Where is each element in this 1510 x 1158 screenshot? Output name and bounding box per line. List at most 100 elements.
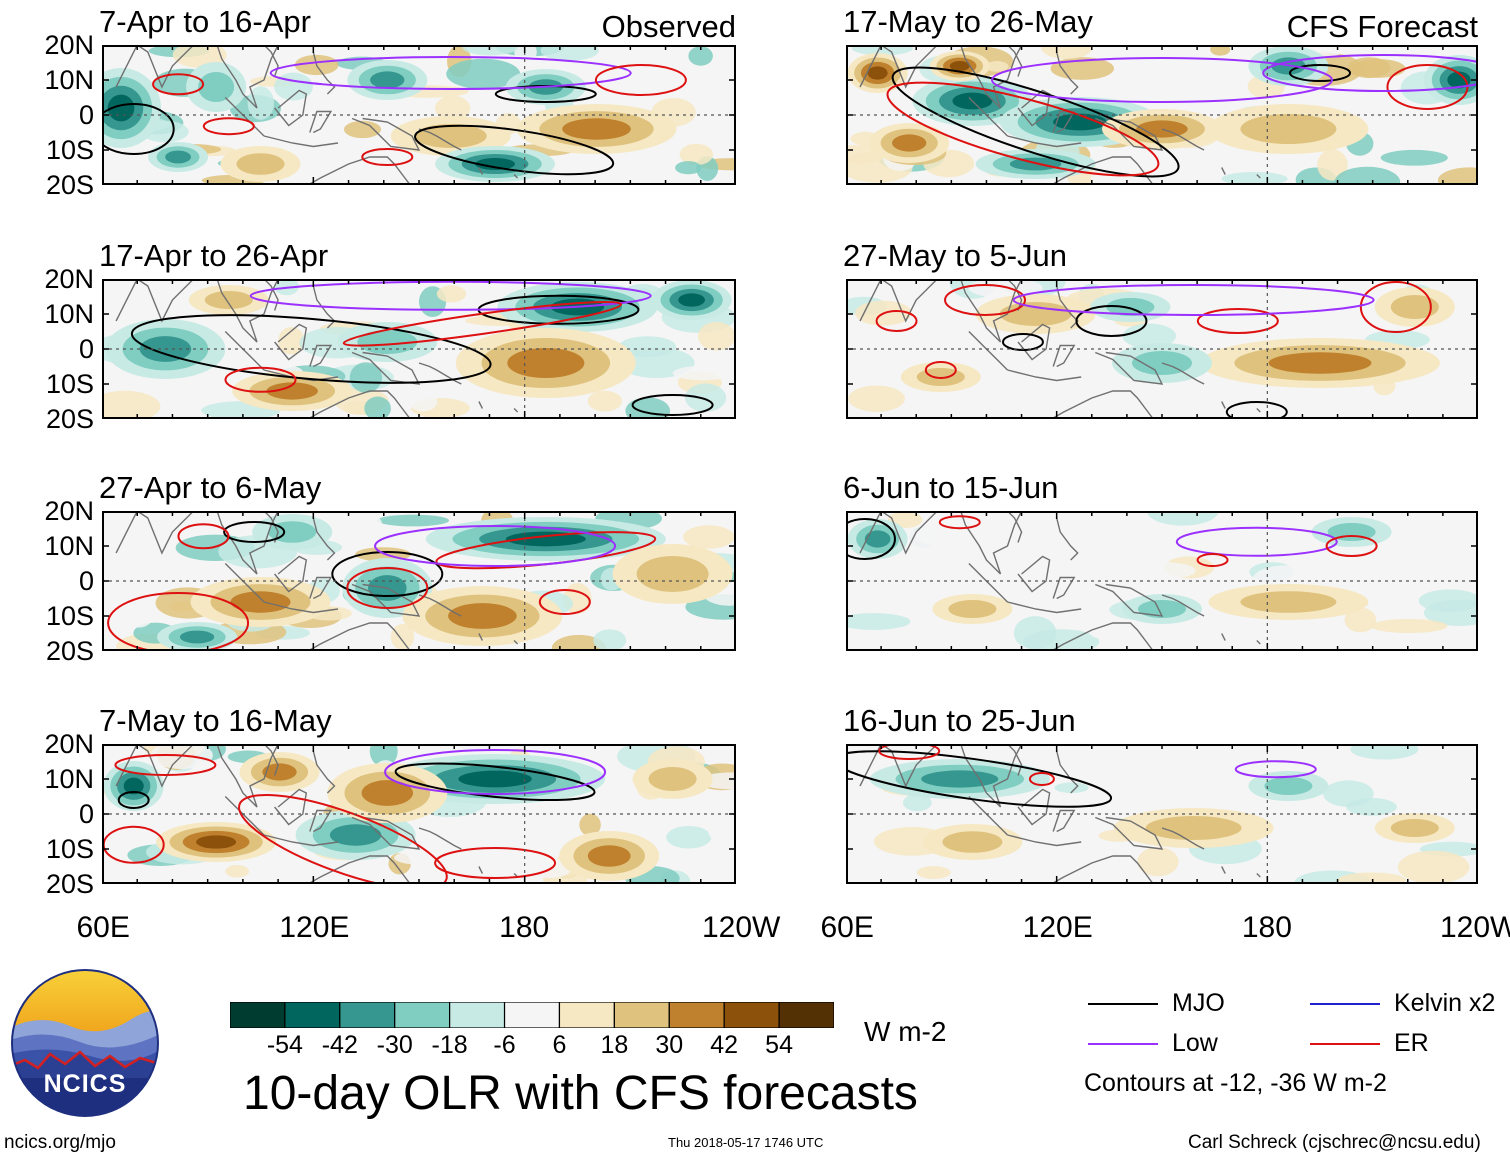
coastline (968, 563, 1008, 603)
anomaly-patch (436, 285, 467, 303)
coastline (351, 117, 421, 151)
anomaly-patch (343, 120, 382, 139)
map-panel (102, 511, 736, 651)
coastline (1056, 51, 1079, 95)
forecast-label: CFS Forecast (1286, 9, 1478, 44)
anomaly-patch (685, 383, 727, 412)
er-contour (875, 310, 918, 332)
coastline (312, 285, 336, 329)
coastline (478, 866, 484, 874)
anomaly-patch (551, 634, 607, 651)
anomaly-blob (587, 845, 631, 867)
colorbar-swatch (229, 1001, 286, 1029)
anomaly-patch (901, 527, 959, 559)
anomaly-blob (1138, 600, 1186, 618)
anomaly-blob (329, 824, 382, 846)
anomaly-blob (370, 71, 405, 89)
coastline (968, 97, 1008, 137)
coastline (478, 401, 484, 409)
anomaly-patch (579, 813, 601, 836)
anomaly-patch (1344, 607, 1377, 633)
lat-label: 10S (45, 834, 94, 864)
coastline (115, 744, 279, 808)
anomaly-blob (507, 348, 585, 378)
low-contour (1262, 54, 1478, 92)
anomaly-patch (364, 396, 391, 419)
colorbar-tick-label: 54 (765, 1031, 793, 1059)
coastline (306, 855, 412, 884)
colorbar-tick-label: -30 (376, 1031, 413, 1059)
er-contour (1028, 772, 1055, 786)
anomaly-blob (1145, 816, 1242, 840)
anomaly-patch (1147, 511, 1219, 526)
anomaly-patch (376, 514, 450, 527)
anomaly-patch (848, 385, 905, 412)
coastline (306, 156, 412, 185)
anomaly-patch (390, 623, 415, 650)
anomaly-blob (921, 770, 999, 788)
anomaly-blob (198, 72, 235, 102)
lat-label: 0 (78, 334, 94, 364)
anomaly-patch (278, 326, 305, 355)
anomaly-blob (165, 150, 191, 164)
anomaly-patch (1317, 149, 1348, 181)
footer-author: Carl Schreck (cjschrec@ncsu.edu) (1188, 1132, 1481, 1153)
anomaly-patch (1350, 744, 1419, 760)
anomaly-patch (1179, 859, 1209, 877)
lat-label: 10S (45, 135, 94, 165)
anomaly-patch (1159, 405, 1218, 419)
coastline (968, 331, 1008, 371)
anomaly-blob (196, 835, 237, 849)
anomaly-patch (540, 45, 599, 61)
anomaly-patch (1380, 149, 1448, 166)
anomaly-blob (1264, 777, 1313, 795)
contour-note: Contours at -12, -36 W m-2 (1084, 1069, 1387, 1097)
lon-label: 120W (1440, 911, 1510, 944)
coastline (1221, 167, 1226, 175)
anomaly-blob (1106, 298, 1155, 316)
coastline (1056, 517, 1079, 561)
footer-url[interactable]: ncics.org/mjo (4, 1132, 116, 1153)
er-contour (594, 64, 687, 96)
anomaly-blob (562, 118, 631, 140)
coastline (1052, 110, 1076, 134)
anomaly-patch (985, 61, 1009, 72)
mjo-contour (130, 314, 492, 384)
coastline (312, 750, 336, 794)
anomaly-blob (361, 780, 414, 806)
map-panel (102, 744, 736, 884)
anomaly-patch (902, 794, 932, 812)
footer-timestamp: Thu 2018-05-17 1746 UTC (668, 1135, 824, 1150)
mjo-contour (891, 66, 1180, 178)
lat-label: 0 (78, 566, 94, 596)
anomaly-patch (1351, 59, 1406, 78)
coastline (263, 135, 339, 148)
anomaly-blob (107, 94, 135, 122)
lon-label: 60E (820, 911, 874, 944)
mjo-contour (1289, 64, 1351, 82)
er-contour (434, 847, 557, 879)
ncics-logo: NCICS (10, 968, 160, 1118)
anomaly-blob (1240, 114, 1337, 144)
er-contour (1325, 535, 1378, 557)
anomaly-patch (1252, 796, 1308, 822)
coastline (306, 622, 412, 651)
anomaly-patch (675, 161, 702, 175)
lat-label: 20S (45, 404, 94, 434)
map-panel (846, 45, 1478, 185)
coastline (1221, 401, 1226, 409)
olr-anomaly-map (846, 45, 1478, 185)
mjo-contour (631, 394, 714, 416)
coastline (224, 563, 265, 603)
coastline (351, 351, 421, 385)
colorbar-swatch (394, 1001, 451, 1029)
lon-label: 120E (279, 911, 350, 944)
coastline (263, 601, 339, 614)
colorbar-swatch (284, 1001, 341, 1029)
anomaly-patch (1370, 618, 1448, 634)
lat-label: 20N (44, 30, 94, 60)
anomaly-patch (1437, 167, 1478, 185)
anomaly-blob (204, 291, 253, 309)
low-contour (991, 57, 1333, 103)
coastline (859, 511, 1023, 575)
